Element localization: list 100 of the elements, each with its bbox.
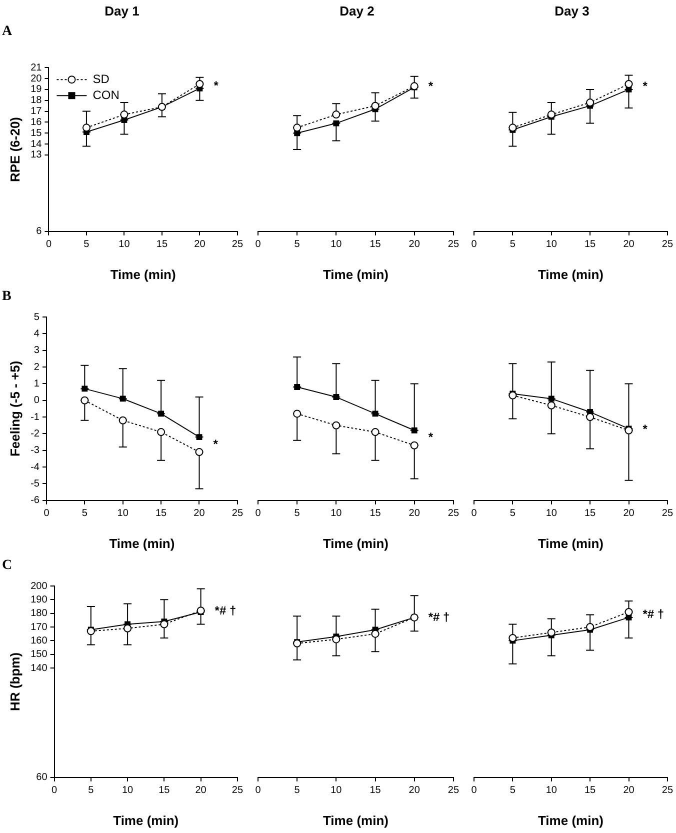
- x-tick-label: 25: [232, 785, 244, 796]
- x-tick-label: 10: [546, 785, 558, 796]
- x-tick-label: 20: [408, 508, 420, 520]
- y-tick-label: 2: [34, 362, 40, 373]
- y-tick-label: 190: [30, 594, 48, 606]
- x-tick-label: 5: [84, 239, 90, 250]
- x-tick-label: 15: [370, 508, 382, 520]
- point: [624, 608, 633, 616]
- x-tick-label: 10: [330, 508, 342, 520]
- y-tick-label: 0: [34, 395, 40, 406]
- y-tick-label: 150: [30, 649, 48, 660]
- x-tick-label: 25: [232, 508, 244, 520]
- x-tick-label: 5: [510, 508, 516, 520]
- y-tick-label: 20: [30, 73, 42, 84]
- point: [410, 441, 418, 450]
- x-tick-label: 0: [255, 239, 262, 250]
- annotation: *: [213, 436, 218, 451]
- point: [508, 391, 517, 400]
- x-tick-label: 20: [408, 785, 420, 796]
- x-tick-label: 0: [52, 785, 58, 796]
- y-tick-label: 1: [34, 378, 40, 390]
- y-tick-label: 6: [36, 226, 42, 238]
- y-tick-label: 4: [34, 328, 40, 340]
- y-tick-label: 19: [30, 84, 42, 96]
- x-axis-title: Time (min): [538, 536, 604, 551]
- y-tick-label: 200: [30, 580, 48, 592]
- x-tick-label: 0: [255, 785, 262, 796]
- y-tick-label: 21: [30, 62, 42, 74]
- chart-title: Day 1: [104, 3, 140, 18]
- legend-label: CON: [92, 88, 120, 102]
- point: [196, 80, 204, 88]
- point: [371, 428, 380, 436]
- y-tick-label: 3: [34, 345, 40, 356]
- y-tick-label: -5: [30, 478, 40, 490]
- x-tick-label: 10: [330, 239, 342, 250]
- text: C: [2, 558, 12, 574]
- x-axis-title: Time (min): [113, 812, 179, 828]
- y-axis-title: HR (bpm): [7, 652, 22, 711]
- x-tick-label: 0: [255, 508, 262, 520]
- x-tick-label: 15: [156, 239, 168, 250]
- x-tick-label: 15: [155, 508, 168, 520]
- point: [196, 434, 202, 440]
- x-axis-title: Time (min): [110, 266, 176, 282]
- x-tick-label: 15: [158, 785, 170, 796]
- point: [586, 413, 594, 422]
- point: [547, 401, 556, 410]
- point: [508, 634, 517, 642]
- y-tick-label: 17: [30, 106, 42, 118]
- x-tick-label: 25: [448, 785, 460, 796]
- x-axis-title: Time (min): [109, 536, 175, 551]
- point: [547, 628, 556, 636]
- x-tick-label: 25: [662, 508, 674, 520]
- x-tick-label: 5: [510, 785, 516, 796]
- x-tick-label: 10: [117, 508, 129, 520]
- chart-title: Day 2: [340, 3, 374, 18]
- y-tick-label: 18: [30, 95, 42, 106]
- x-tick-label: 10: [546, 508, 558, 520]
- point: [157, 428, 166, 436]
- x-tick-label: 0: [471, 785, 478, 796]
- annotation: *: [428, 79, 434, 94]
- point: [160, 620, 168, 628]
- annotation: *: [642, 422, 648, 436]
- point: [624, 426, 633, 434]
- x-axis-title: Time (min): [538, 266, 604, 282]
- point: [80, 396, 89, 404]
- y-tick-label: 160: [30, 635, 48, 646]
- x-tick-label: 15: [584, 508, 596, 520]
- x-tick-label: 25: [448, 239, 460, 250]
- point: [372, 410, 378, 417]
- point: [82, 386, 88, 392]
- point: [82, 124, 90, 132]
- y-tick-label: -2: [30, 428, 40, 440]
- x-tick-label: 15: [584, 239, 596, 250]
- x-axis-title: Time (min): [322, 266, 388, 282]
- point: [124, 624, 132, 632]
- x-tick-label: 15: [370, 239, 382, 250]
- y-axis-title: RPE (6-20): [7, 116, 22, 182]
- point: [293, 124, 302, 132]
- x-tick-label: 5: [294, 785, 300, 796]
- point: [371, 630, 380, 638]
- y-tick-label: -1: [30, 412, 40, 423]
- annotation: *: [214, 78, 219, 92]
- x-tick-label: 5: [510, 239, 516, 250]
- x-tick-label: 10: [330, 785, 342, 796]
- x-tick-label: 10: [546, 239, 558, 250]
- text: A: [2, 24, 12, 40]
- point: [548, 396, 554, 402]
- point: [158, 410, 164, 417]
- y-tick-label: 14: [30, 138, 42, 150]
- x-tick-label: 25: [448, 508, 460, 520]
- x-tick-label: 20: [408, 239, 420, 250]
- y-tick-label: 60: [36, 772, 48, 784]
- point: [293, 410, 302, 418]
- point: [195, 448, 204, 456]
- x-tick-label: 15: [584, 785, 596, 796]
- x-tick-label: 0: [471, 508, 478, 520]
- x-tick-label: 20: [623, 239, 635, 250]
- point: [332, 635, 340, 644]
- y-tick-label: 13: [30, 150, 42, 161]
- x-tick-label: 25: [662, 239, 674, 250]
